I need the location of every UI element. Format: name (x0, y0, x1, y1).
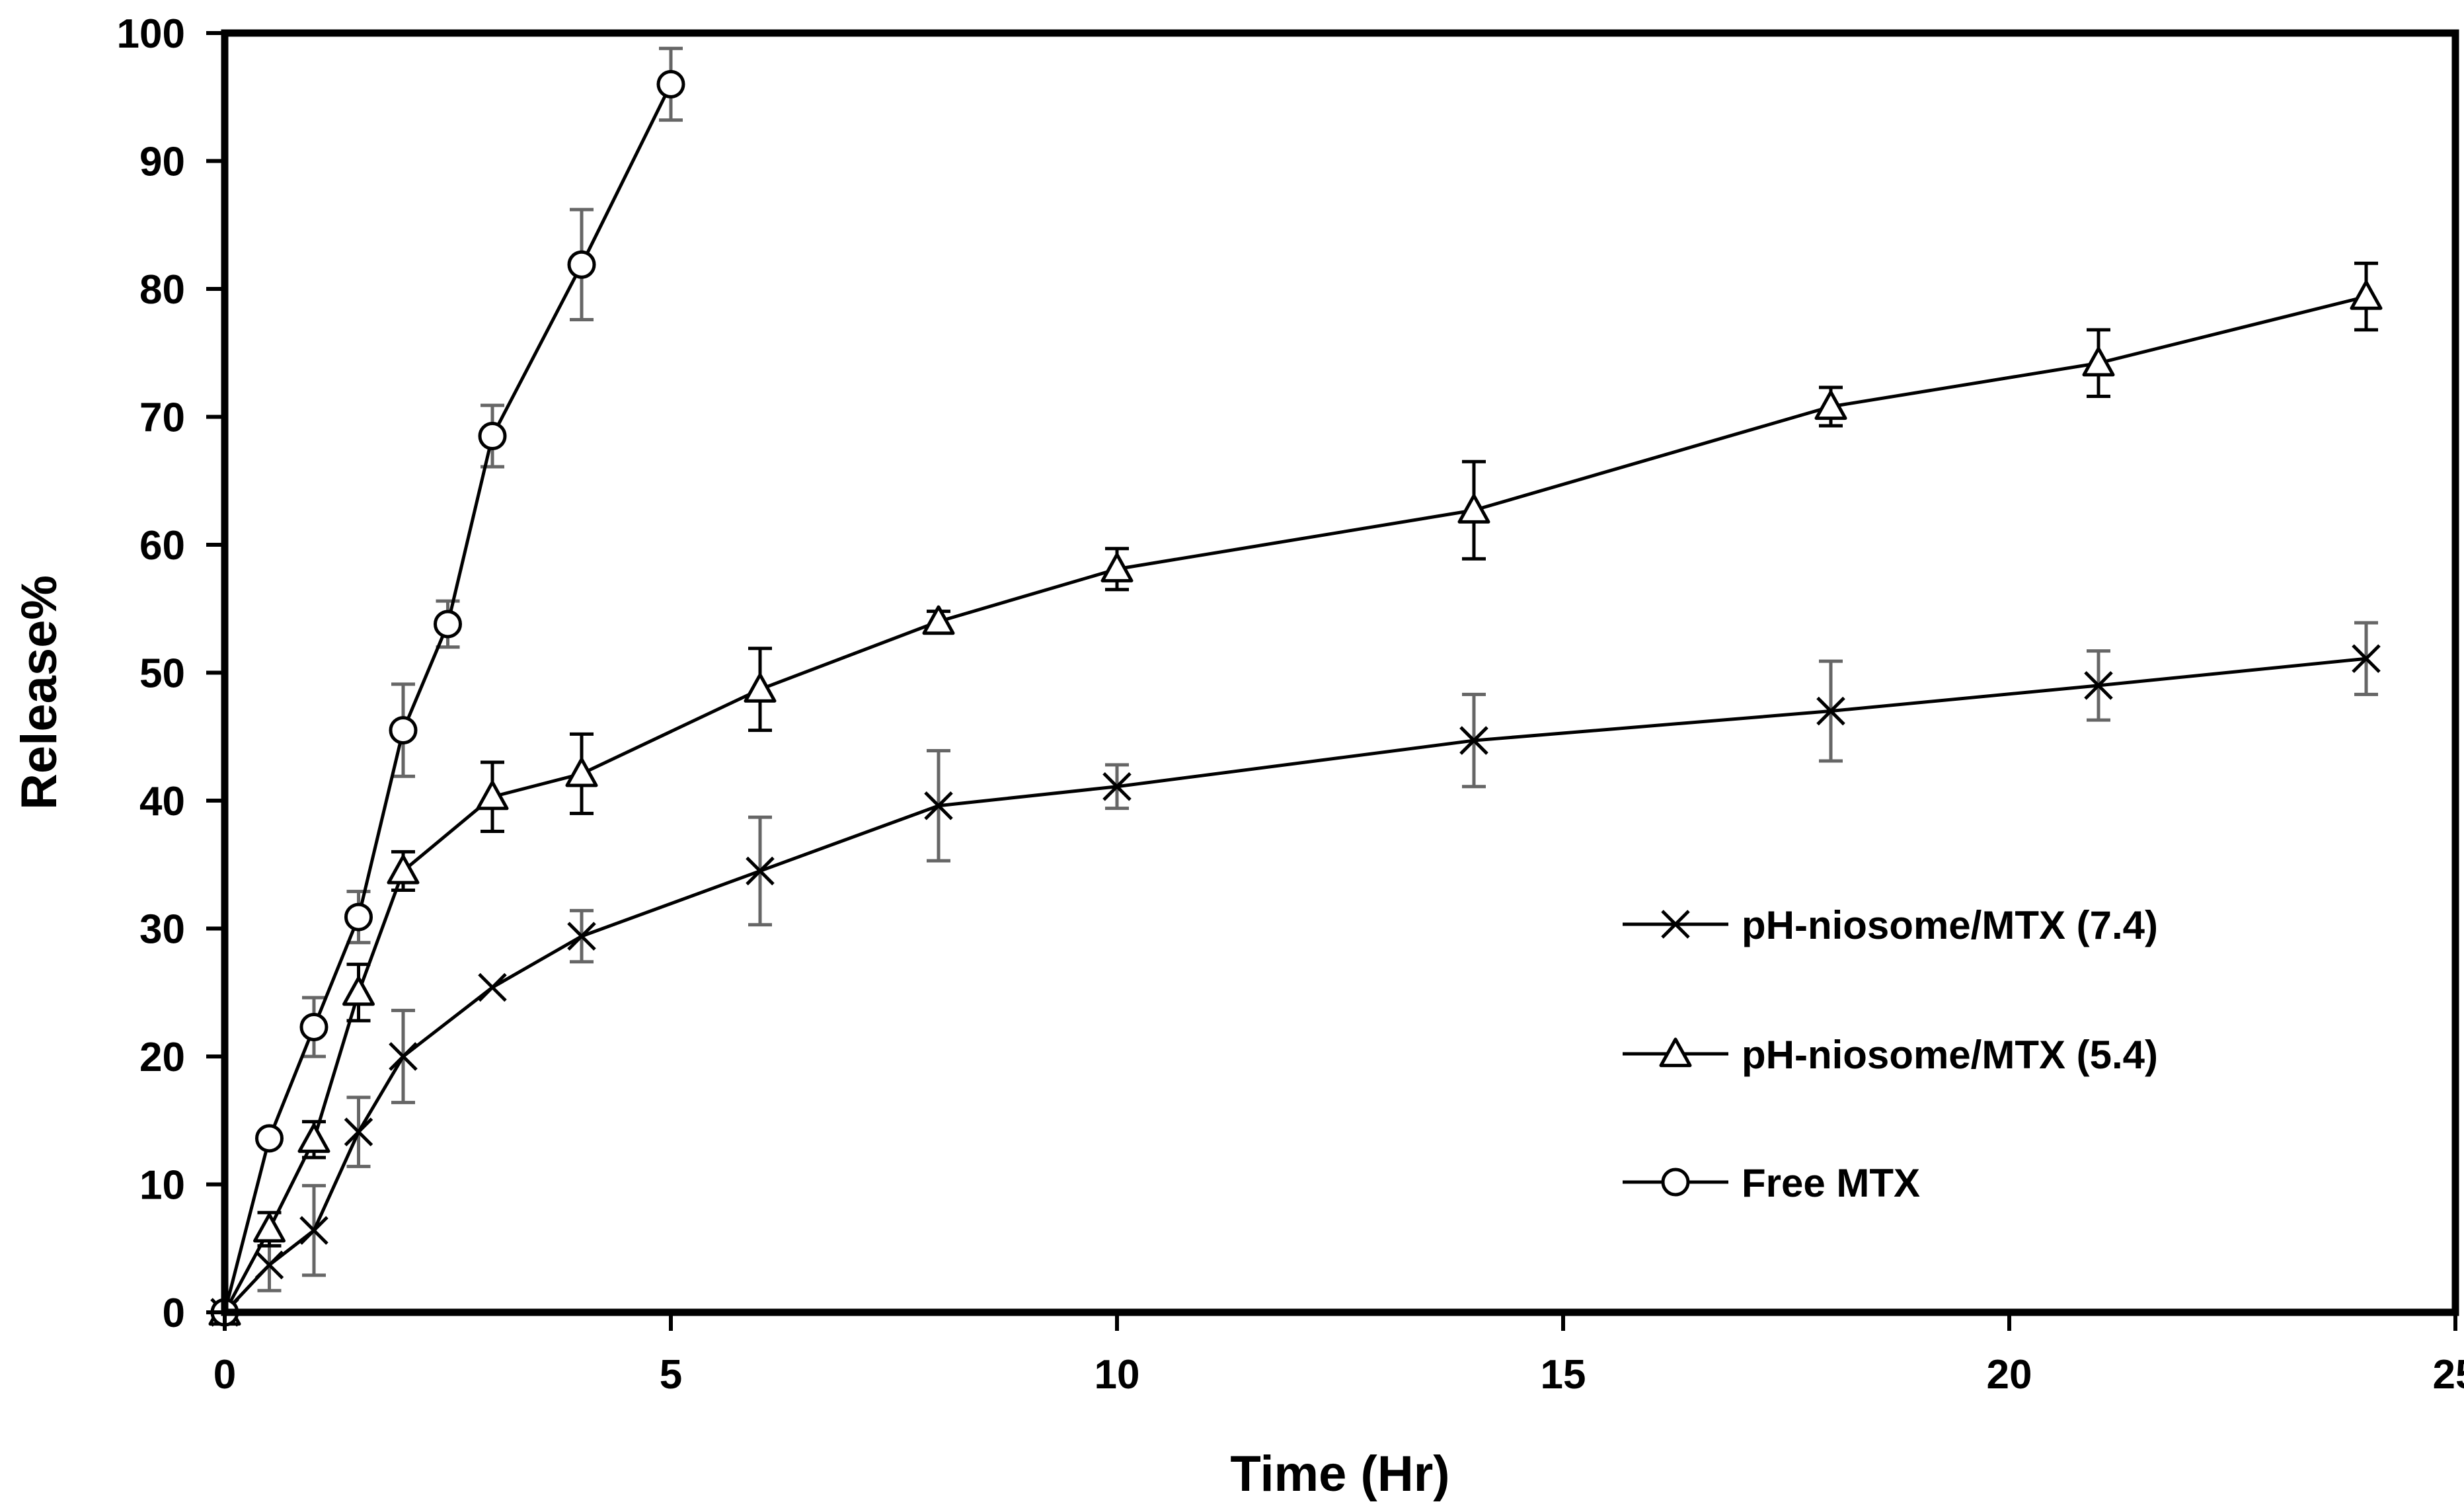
series-1-point (2352, 644, 2381, 673)
y-tick-label: 70 (139, 395, 185, 441)
legend-label: pH-niosome/MTX (5.4) (1742, 1033, 2158, 1077)
legend: pH-niosome/MTX (7.4) pH-niosome/MTX (5.4)… (1623, 903, 2158, 1205)
y-tick-label: 30 (139, 907, 185, 953)
legend-marker (1659, 1037, 1692, 1068)
series-3-point (299, 1012, 328, 1041)
series-3-line (223, 83, 673, 1313)
x-axis-ticks: 0 5 10 15 20 25 (213, 1312, 2464, 1398)
series-2-point (922, 605, 955, 635)
x-tick-label: 20 (1987, 1352, 2032, 1398)
series-2-point (342, 976, 375, 1006)
series-1-point-stroke-b (1459, 726, 1488, 755)
series-3-point (478, 422, 507, 451)
series-1-point (254, 1250, 284, 1280)
y-tick-label: 40 (139, 779, 185, 824)
series-1-point (924, 791, 953, 820)
legend-item-2: pH-niosome/MTX (5.4) (1623, 1033, 2158, 1077)
series-2-point (1814, 390, 1847, 420)
plot-frame (221, 29, 2459, 1316)
series-1-point-stroke-b (299, 1216, 328, 1245)
legend-item-1: pH-niosome/MTX (7.4) (1623, 903, 2158, 947)
series-1-point (2084, 671, 2113, 700)
x-tick-label: 5 (660, 1352, 682, 1398)
series-1-point (299, 1216, 328, 1245)
series-1-point-stroke-b (924, 791, 953, 820)
series-2-point (387, 854, 420, 885)
legend-marker-stroke-b (1661, 910, 1690, 939)
legend-marker (1661, 1168, 1690, 1197)
y-tick-label: 20 (139, 1035, 185, 1080)
y-tick-label: 10 (139, 1163, 185, 1209)
y-tick-label: 0 (163, 1291, 185, 1336)
x-tick-label: 0 (213, 1352, 236, 1398)
series-1-point-stroke-b (1816, 696, 1845, 726)
series-3-point (567, 250, 596, 279)
y-axis-title: Release% (11, 575, 67, 810)
series-2-point (2082, 346, 2115, 377)
series-1-point-stroke-b (1102, 772, 1132, 801)
y-tick-label: 100 (117, 11, 185, 57)
series-2-point (565, 757, 598, 787)
series-1-line (223, 656, 2367, 1314)
x-axis-title: Time (Hr) (1230, 1446, 1449, 1502)
series-markers (208, 69, 2383, 1327)
series-1-point (1459, 726, 1488, 755)
legend-label: pH-niosome/MTX (7.4) (1742, 903, 2158, 947)
legend-label: Free MTX (1742, 1161, 1920, 1205)
series-3-point (389, 716, 418, 745)
series-3-point (344, 902, 373, 932)
series-1-point-stroke-b (389, 1042, 418, 1071)
series-3-point (434, 610, 462, 639)
series-1-point-stroke-b (344, 1117, 373, 1146)
series-1-point (344, 1117, 373, 1146)
series-1-point-stroke-b (2352, 644, 2381, 673)
legend-item-3: Free MTX (1623, 1161, 1920, 1205)
series-1-point (1102, 772, 1132, 801)
y-tick-label: 60 (139, 523, 185, 569)
series-1-point (746, 856, 775, 886)
series-1-point-stroke-b (746, 856, 775, 886)
series-1-point (567, 922, 596, 951)
series-3-point (656, 69, 685, 99)
series-2-point (1100, 553, 1134, 582)
y-tick-label: 80 (139, 267, 185, 313)
legend-marker (1661, 910, 1690, 939)
series-lines (223, 83, 2367, 1314)
series-2-point (476, 780, 509, 811)
series-2-point (253, 1212, 286, 1243)
series-2-point (744, 673, 777, 703)
series-1-point (1816, 696, 1845, 726)
error-bars (257, 46, 2378, 1292)
x-tick-label: 25 (2433, 1352, 2464, 1398)
x-tick-label: 15 (1541, 1352, 1586, 1398)
series-1-point (478, 973, 507, 1002)
y-axis-ticks: 0 10 20 30 40 50 60 70 80 90 100 (117, 11, 225, 1336)
series-3-point (255, 1124, 284, 1153)
series-2-point (2350, 280, 2383, 310)
series-2-point (1457, 494, 1490, 524)
series-2-point (297, 1123, 330, 1153)
series-1-point-stroke-b (254, 1250, 284, 1280)
y-tick-label: 90 (139, 139, 185, 185)
x-tick-label: 10 (1095, 1352, 1140, 1398)
series-1-point (389, 1042, 418, 1071)
series-1-point-stroke-b (2084, 671, 2113, 700)
series-2-line (223, 295, 2367, 1314)
series-1-point-stroke-b (478, 973, 507, 1002)
series-1-point-stroke-b (567, 922, 596, 951)
y-tick-label: 50 (139, 651, 185, 697)
